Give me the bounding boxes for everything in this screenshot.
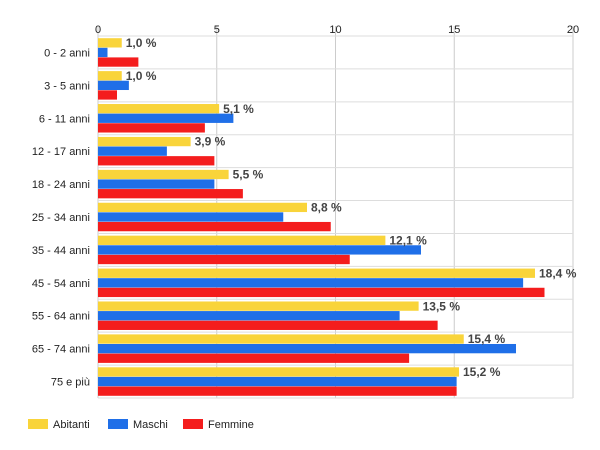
x-tick-label: 10 <box>329 24 341 36</box>
bar-maschi <box>98 113 234 123</box>
category-label: 65 - 74 anni <box>32 344 90 356</box>
bar-maschi <box>98 146 167 156</box>
bar-maschi <box>98 311 400 321</box>
category-label: 75 e più <box>51 377 90 389</box>
category-label: 25 - 34 anni <box>32 212 90 224</box>
bar-femmine <box>98 287 545 298</box>
data-label: 8,8 % <box>311 201 342 215</box>
category-label: 12 - 17 anni <box>32 146 90 158</box>
bar-abitanti <box>98 104 220 114</box>
bar-maschi <box>98 80 129 91</box>
bar-abitanti <box>98 367 459 377</box>
bar-abitanti <box>98 235 386 245</box>
bar-femmine <box>98 320 438 330</box>
data-label: 12,1 % <box>389 233 427 247</box>
bar-femmine <box>98 156 215 166</box>
data-label: 18,4 % <box>539 266 577 280</box>
bar-maschi <box>98 278 524 288</box>
bar-femmine <box>98 221 331 232</box>
bar-abitanti <box>98 71 122 81</box>
x-tick-label: 20 <box>567 24 579 36</box>
legend: Abitanti Maschi Femmine <box>28 419 254 431</box>
data-label: 3,9 % <box>195 135 226 149</box>
bar-abitanti <box>98 169 229 180</box>
bar-femmine <box>98 386 457 396</box>
data-label: 5,1 % <box>223 102 254 116</box>
legend-swatch-femmine <box>183 419 203 429</box>
x-tick-label: 5 <box>214 24 220 36</box>
bar-maschi <box>98 245 421 255</box>
bar-abitanti <box>98 334 464 344</box>
category-label: 3 - 5 anni <box>44 80 90 92</box>
bar-femmine <box>98 90 117 100</box>
x-axis-ticks: 0 5 10 15 20 <box>95 24 579 36</box>
bar-femmine <box>98 189 243 199</box>
bar-abitanti <box>98 268 535 278</box>
data-label: 13,5 % <box>423 299 461 313</box>
category-label: 18 - 24 anni <box>32 179 90 191</box>
legend-label: Abitanti <box>53 419 90 431</box>
x-tick-label: 15 <box>448 24 460 36</box>
data-label: 5,5 % <box>233 168 264 182</box>
bar-femmine <box>98 353 410 363</box>
category-label: 35 - 44 anni <box>32 245 90 257</box>
bar-maschi <box>98 212 284 222</box>
bar-abitanti <box>98 38 122 48</box>
legend-label: Femmine <box>208 419 254 431</box>
bars <box>98 38 545 396</box>
category-label: 45 - 54 anni <box>32 278 90 290</box>
bar-abitanti <box>98 202 307 213</box>
bar-femmine <box>98 254 350 265</box>
category-label: 0 - 2 anni <box>44 47 90 59</box>
bar-maschi <box>98 343 516 354</box>
bar-abitanti <box>98 136 191 147</box>
bar-maschi <box>98 376 457 387</box>
category-label: 55 - 64 anni <box>32 311 90 323</box>
data-label: 15,2 % <box>463 365 501 379</box>
data-label: 1,0 % <box>126 36 157 50</box>
bar-abitanti <box>98 301 419 311</box>
legend-swatch-maschi <box>108 419 128 429</box>
x-tick-label: 0 <box>95 24 101 36</box>
legend-swatch-abitanti <box>28 419 48 429</box>
bar-femmine <box>98 57 139 67</box>
bar-femmine <box>98 123 205 133</box>
legend-label: Maschi <box>133 419 168 431</box>
data-label: 1,0 % <box>126 69 157 83</box>
bar-maschi <box>98 47 108 58</box>
grid <box>97 26 574 399</box>
data-label: 15,4 % <box>468 332 506 346</box>
category-label: 6 - 11 anni <box>39 113 90 125</box>
data-labels: 1,0 % 1,0 % 5,1 % 3,9 % 5,5 % 8,8 % 12,1 % 18,4… <box>126 36 577 379</box>
bar-maschi <box>98 179 215 189</box>
y-axis-categories: 0 - 2 anni 3 - 5 anni 6 - 11 anni 12 - 17 a… <box>32 47 90 388</box>
